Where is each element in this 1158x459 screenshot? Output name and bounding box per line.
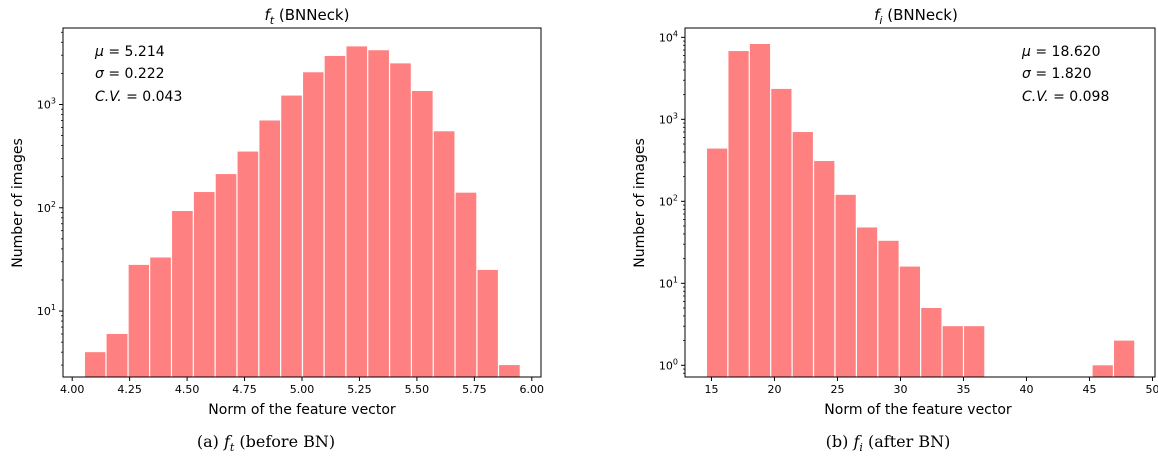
x-tick-label: 4.25 — [117, 383, 142, 396]
chart-b-y-axis-label: Number of images — [632, 138, 648, 268]
x-tick-label: 5.50 — [405, 383, 430, 396]
histogram-bar — [390, 63, 411, 378]
chart-a-y-ticks: 101 102 103 — [37, 31, 63, 366]
chart-b-stats: μ = 18.620 σ = 1.820 C.V. = 0.098 — [1021, 44, 1109, 105]
histogram-bar — [942, 326, 963, 377]
histogram-bar — [84, 352, 106, 377]
y-tick-label: 103 — [659, 111, 678, 126]
x-tick-label: 15 — [704, 383, 718, 396]
y-tick-label: 101 — [659, 275, 678, 290]
histogram-bar — [1092, 365, 1113, 377]
histogram-bar — [856, 227, 878, 377]
x-tick-label: 20 — [767, 383, 781, 396]
chart-a-stats: μ = 5.214 σ = 0.222 C.V. = 0.043 — [94, 44, 182, 105]
x-tick-label: 6.00 — [520, 383, 545, 396]
x-tick-label: 35 — [956, 383, 970, 396]
histogram-bar — [106, 333, 128, 377]
histogram-bar — [707, 148, 728, 377]
chart-a-stat-mean: μ = 5.214 — [94, 44, 165, 60]
histogram-bar — [281, 95, 302, 377]
chart-a-title: ft (BNNeck) — [265, 6, 350, 27]
x-tick-label: 30 — [893, 383, 907, 396]
y-tick-label: 100 — [659, 357, 678, 372]
histogram-bar — [899, 266, 921, 377]
chart-b-stat-cv: C.V. = 0.098 — [1022, 89, 1109, 105]
histogram-bar — [1114, 340, 1135, 377]
caption-b: (b) fi (after BN) — [826, 432, 951, 454]
histogram-bar — [346, 46, 368, 377]
histogram-bar — [792, 132, 813, 377]
y-tick-label: 102 — [659, 193, 678, 208]
histogram-bar — [150, 257, 171, 377]
chart-b-y-ticks: 100 101 102 103 104 — [659, 29, 685, 374]
histogram-bar — [411, 91, 433, 377]
histogram-bar — [921, 307, 942, 377]
chart-b-x-axis-label: Norm of the feature vector — [824, 402, 1012, 418]
chart-a-stat-cv: C.V. = 0.043 — [95, 89, 182, 105]
histogram-bar — [835, 194, 856, 377]
x-tick-label: 40 — [1019, 383, 1033, 396]
histogram-bar — [455, 192, 477, 377]
histogram-bar — [324, 55, 346, 377]
chart-a-stat-std: σ = 0.222 — [95, 66, 165, 82]
histogram-bar — [814, 161, 835, 377]
histogram-bar — [303, 72, 324, 378]
x-tick-label: 25 — [830, 383, 844, 396]
chart-b-x-ticks: 15 20 25 30 35 40 45 50 — [704, 377, 1158, 396]
y-tick-label: 101 — [37, 303, 56, 318]
x-tick-label: 5.00 — [290, 383, 315, 396]
histogram-bar — [728, 51, 749, 377]
x-tick-label: 5.25 — [347, 383, 372, 396]
histogram-bar — [259, 120, 281, 377]
histogram-bar — [172, 211, 193, 377]
x-tick-label: 4.50 — [175, 383, 200, 396]
chart-a-y-axis-label: Number of images — [10, 138, 26, 268]
chart-a: ft (BNNeck) 4.00 4.25 4.50 4.75 5.00 5.25 5.50… — [10, 6, 544, 418]
y-tick-label: 102 — [37, 200, 56, 215]
chart-b-bars — [707, 43, 1135, 377]
chart-b-plot-frame — [684, 27, 1156, 378]
chart-a-bars — [84, 46, 520, 378]
y-tick-label: 104 — [659, 29, 678, 44]
x-tick-label: 4.75 — [232, 383, 257, 396]
chart-a-x-ticks: 4.00 4.25 4.50 4.75 5.00 5.25 5.50 5.75 6.00 — [60, 377, 544, 396]
histogram-bar — [368, 50, 389, 378]
x-tick-label: 5.75 — [462, 383, 487, 396]
x-tick-label: 50 — [1145, 383, 1158, 396]
histogram-bar — [128, 264, 150, 377]
x-tick-label: 45 — [1082, 383, 1096, 396]
histogram-bar — [237, 151, 259, 377]
histogram-bar — [477, 269, 498, 377]
chart-b-stat-mean: μ = 18.620 — [1021, 44, 1101, 60]
caption-a: (a) ft (before BN) — [197, 432, 335, 454]
chart-a-x-axis-label: Norm of the feature vector — [208, 402, 396, 418]
chart-b-stat-std: σ = 1.820 — [1022, 66, 1092, 82]
x-tick-label: 4.00 — [60, 383, 85, 396]
histogram-bar — [878, 240, 899, 377]
histogram-bar — [749, 43, 771, 377]
histogram-bar — [433, 131, 455, 377]
y-tick-label: 103 — [37, 96, 56, 111]
histogram-bar — [964, 326, 985, 377]
chart-b: fi (BNNeck) 15 20 25 30 35 40 45 50 10010110210… — [632, 6, 1158, 418]
histogram-bar — [499, 365, 520, 377]
chart-b-title: fi (BNNeck) — [874, 6, 958, 27]
histogram-bar — [193, 192, 215, 377]
histogram-bar — [771, 88, 792, 377]
histogram-bar — [215, 174, 237, 377]
